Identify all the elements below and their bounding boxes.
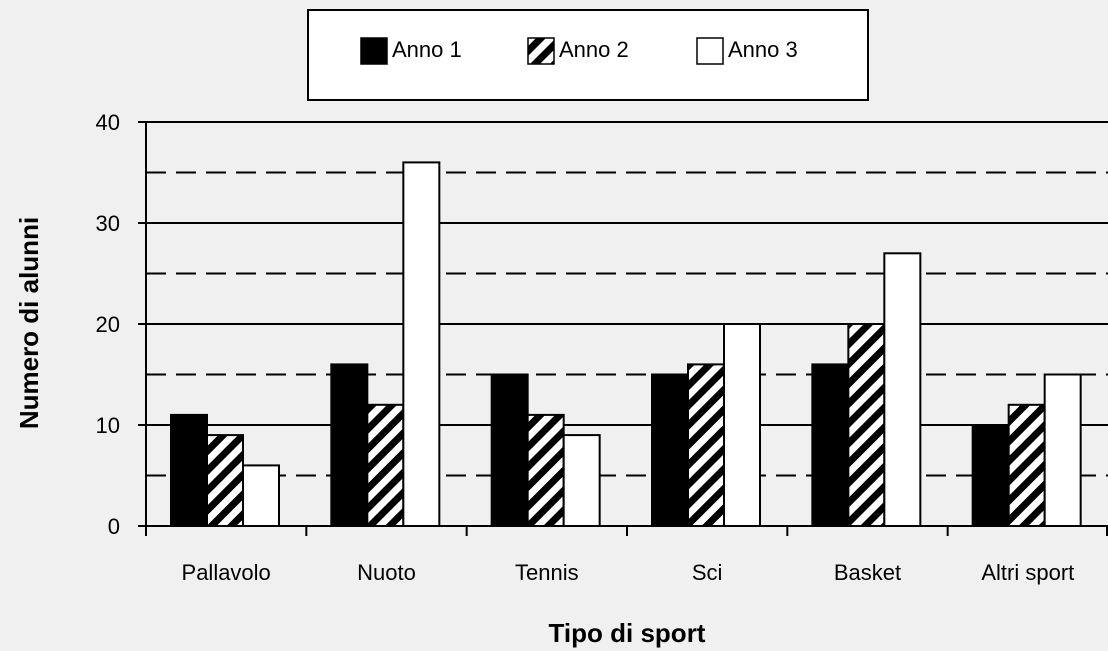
bar-anno-3-pallavolo	[242, 464, 280, 527]
y-tick-label: 0	[108, 514, 120, 539]
bar-anno-1-tennis	[490, 373, 529, 527]
bar-anno-3-basket	[883, 252, 922, 528]
gridlines	[146, 121, 1108, 477]
legend-box	[307, 9, 869, 101]
bars	[170, 161, 1082, 528]
bar-anno-3-nuoto	[402, 161, 441, 527]
bar-anno-1-basket	[811, 363, 850, 527]
bar-anno-3-altri-sport	[1043, 373, 1082, 527]
bar-anno-1-sci	[651, 373, 689, 527]
y-tick-label: 10	[96, 413, 120, 438]
bar-anno-2-basket	[847, 323, 886, 527]
bar-anno-2-pallavolo	[206, 434, 244, 528]
bar-anno-2-tennis	[526, 413, 565, 527]
bar-anno-1-nuoto	[330, 363, 369, 527]
y-tick-label: 20	[96, 312, 120, 337]
x-axis-title: Tipo di sport	[549, 618, 706, 648]
x-category-label: Basket	[834, 560, 901, 585]
legend-label-anno-1: Anno 1	[392, 37, 462, 62]
legend: Anno 1 Anno 2 Anno 3	[307, 9, 869, 101]
x-category-label: Pallavolo	[182, 560, 271, 585]
legend-label-anno-2: Anno 2	[559, 37, 629, 62]
x-category-label: Sci	[692, 560, 723, 585]
y-tick-label: 30	[96, 211, 120, 236]
legend-label-anno-3: Anno 3	[728, 37, 798, 62]
y-axis-title: Numero di alunni	[14, 217, 44, 429]
x-category-label: Tennis	[515, 560, 579, 585]
axis-labels: 0 10 20 30 40 Pallavolo Nuoto Tennis Sci Basket Al…	[96, 110, 1075, 585]
bar-anno-3-sci	[723, 323, 761, 527]
axes	[138, 121, 1108, 536]
y-tick-label: 40	[96, 110, 120, 135]
x-category-label: Altri sport	[981, 560, 1074, 585]
x-category-label: Nuoto	[357, 560, 416, 585]
bar-anno-1-altri-sport	[971, 424, 1010, 527]
legend-swatch-anno-2	[527, 37, 555, 65]
bar-anno-3-tennis	[562, 434, 601, 528]
legend-swatch-anno-3	[696, 37, 724, 65]
legend-swatch-anno-1	[360, 37, 388, 65]
bar-anno-1-pallavolo	[170, 413, 208, 527]
bar-anno-2-altri-sport	[1007, 403, 1046, 527]
bar-anno-2-sci	[687, 363, 725, 527]
bar-anno-2-nuoto	[366, 403, 405, 527]
